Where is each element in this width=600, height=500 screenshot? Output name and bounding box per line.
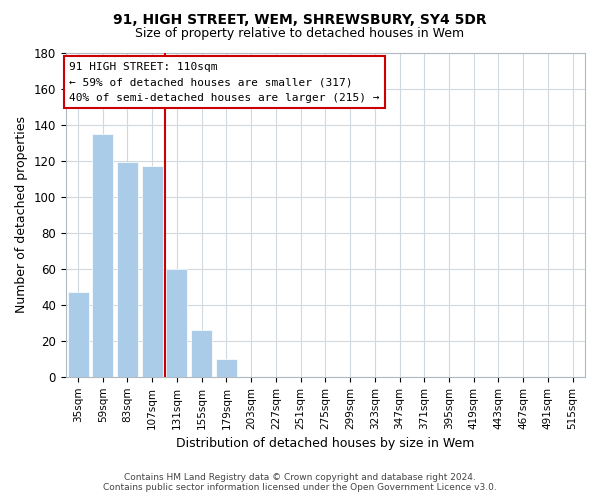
X-axis label: Distribution of detached houses by size in Wem: Distribution of detached houses by size …: [176, 437, 475, 450]
Bar: [166, 268, 187, 377]
Bar: [117, 162, 138, 377]
Bar: [68, 292, 89, 377]
Bar: [216, 359, 237, 377]
Text: 91, HIGH STREET, WEM, SHREWSBURY, SY4 5DR: 91, HIGH STREET, WEM, SHREWSBURY, SY4 5D…: [113, 12, 487, 26]
Bar: [92, 134, 113, 377]
Bar: [191, 330, 212, 377]
Y-axis label: Number of detached properties: Number of detached properties: [15, 116, 28, 313]
Text: Size of property relative to detached houses in Wem: Size of property relative to detached ho…: [136, 28, 464, 40]
Text: Contains HM Land Registry data © Crown copyright and database right 2024.
Contai: Contains HM Land Registry data © Crown c…: [103, 473, 497, 492]
Text: 91 HIGH STREET: 110sqm
← 59% of detached houses are smaller (317)
40% of semi-de: 91 HIGH STREET: 110sqm ← 59% of detached…: [70, 62, 380, 102]
Bar: [142, 166, 163, 377]
